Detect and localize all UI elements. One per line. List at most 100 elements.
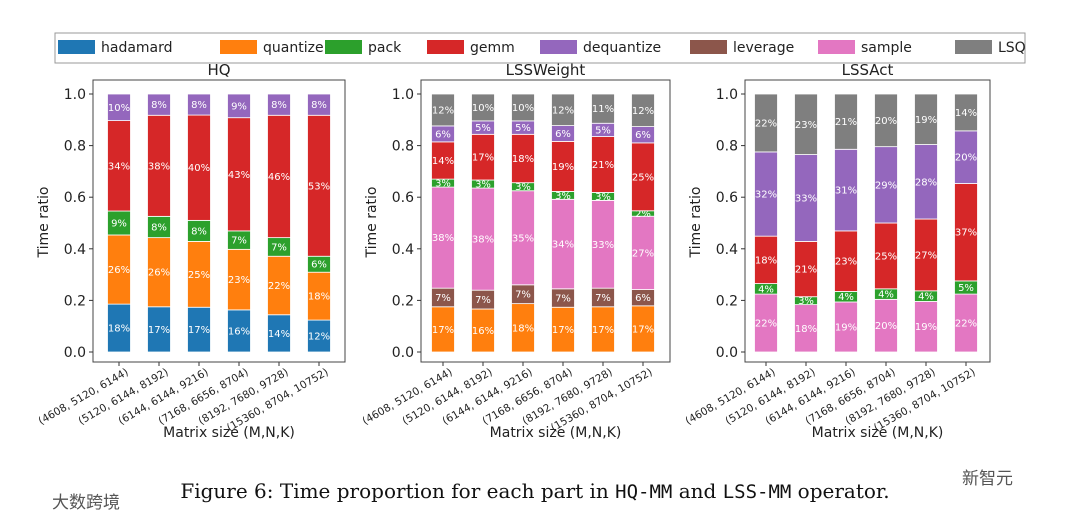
data-label: 20% [955,153,977,164]
axes-frame [92,79,346,363]
chart-title: LSSWeight [506,61,586,79]
y-tick-label: 0.6 [392,190,414,206]
data-label: 5% [958,283,974,294]
data-label: 19% [552,162,574,173]
data-label: 26% [108,265,130,276]
data-label: 40% [188,163,210,174]
data-label: 18% [108,324,130,335]
legend-label-pack: pack [368,40,402,56]
data-label: 9% [231,101,247,112]
axes-frame [744,79,991,363]
data-label: 10% [108,103,130,114]
data-label: 16% [228,326,250,337]
data-label: 33% [592,240,614,251]
bar-segment-dequantize [107,93,131,121]
data-label: 8% [311,100,327,111]
data-label: 18% [512,323,534,334]
bar-segment-lsq [431,93,455,127]
data-label: 34% [108,161,130,172]
bar-segment-lsq [914,93,938,145]
data-label: 17% [552,325,574,336]
data-label: 35% [512,233,534,244]
bar-segment-dequantize [307,93,331,116]
data-label: 21% [592,160,614,171]
legend-swatch-gemm [427,40,464,54]
data-label: 46% [268,172,290,183]
data-label: 7% [231,236,247,247]
bar-segment-lsq [794,93,818,155]
data-label: 26% [148,268,170,279]
data-label: 38% [432,233,454,244]
data-label: 5% [515,123,531,134]
data-label: 18% [755,255,777,266]
caption-code: LSS-MM [723,481,792,503]
data-label: 21% [835,117,857,128]
data-label: 8% [271,100,287,111]
y-tick-label: 0.2 [716,293,738,309]
legend-label-leverage: leverage [733,40,794,56]
y-tick-label: 0.2 [64,293,86,309]
bar-segment-dequantize [187,93,211,116]
y-tick-label: 0.4 [64,242,86,258]
data-label: 5% [595,125,611,136]
y-tick-label: 0.0 [392,345,414,361]
data-label: 28% [915,177,937,188]
data-label: 17% [472,153,494,164]
y-tick-label: 0.4 [392,242,414,258]
bar-segment-lsq [511,93,535,122]
data-label: 6% [555,129,571,140]
y-tick-label: 0.4 [716,242,738,258]
data-label: 33% [795,193,817,204]
y-tick-label: 0.8 [716,139,738,155]
bar-segment-lsq [631,93,655,127]
data-label: 7% [515,290,531,301]
y-tick-label: 0.0 [64,345,86,361]
caption-part: and [672,479,722,503]
data-label: 4% [758,284,774,295]
data-label: 14% [268,329,290,340]
legend-label-lsq: LSQ [998,40,1026,56]
data-label: 25% [632,172,654,183]
bar-segment-lsq [471,93,495,122]
data-label: 10% [512,103,534,114]
bar-segment-lsq [591,93,615,124]
data-label: 7% [475,295,491,306]
data-label: 19% [915,115,937,126]
data-label: 17% [432,325,454,336]
y-tick-label: 1.0 [64,87,86,103]
data-label: 6% [635,130,651,141]
data-label: 23% [228,275,250,286]
data-label: 25% [875,251,897,262]
y-tick-label: 1.0 [392,87,414,103]
data-label: 43% [228,170,250,181]
data-label: 17% [188,325,210,336]
data-label: 8% [191,226,207,237]
x-axis-label: Matrix size (M,N,K) [163,425,295,441]
data-label: 34% [552,240,574,251]
data-label: 3% [555,191,571,202]
bar-segment-dequantize [267,93,291,116]
watermark-left: 大数跨境 [52,493,120,513]
caption-code: HQ-MM [615,481,672,503]
data-label: 2% [635,209,651,220]
y-axis-label: Time ratio [688,187,704,259]
legend-swatch-leverage [690,40,727,54]
chart-lssweight: 17%7%38%3%14%6%12%(4608, 5120, 6144)16%7… [360,61,671,441]
legend-swatch-pack [325,40,362,54]
caption-part: Figure 6: Time proportion for each part … [180,479,615,503]
data-label: 4% [838,292,854,303]
y-tick-label: 0.8 [392,139,414,155]
data-label: 4% [918,292,934,303]
x-axis-label: Matrix size (M,N,K) [490,425,622,441]
legend: hadamard quantize pack gemm dequantize levera… [54,32,1026,64]
data-label: 20% [875,321,897,332]
data-label: 17% [148,325,170,336]
y-axis-label: Time ratio [36,187,52,259]
data-label: 37% [955,228,977,239]
chart-title: HQ [207,61,230,79]
data-label: 6% [311,260,327,271]
legend-swatch-sample [818,40,855,54]
data-label: 3% [435,179,451,190]
data-label: 17% [592,325,614,336]
data-label: 27% [632,248,654,259]
